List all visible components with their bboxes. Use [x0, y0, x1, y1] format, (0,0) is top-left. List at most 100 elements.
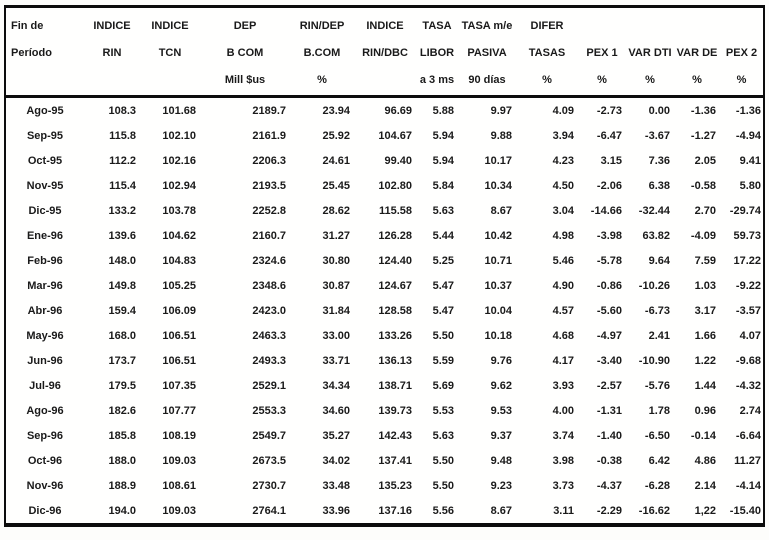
column-header-indice-tcn: INDICE TCN	[140, 13, 200, 95]
value-cell: 5.44	[432, 229, 454, 242]
column-header-line: VAR DTI	[628, 47, 672, 59]
value-cell: 2549.7	[252, 429, 286, 442]
value-cell: 138.71	[378, 379, 412, 392]
table-row: Sep-96 185.8 108.19 2549.7 35.27 142.43 5.63 9.…	[6, 423, 763, 448]
value-cell: 124.67	[378, 279, 412, 292]
value-cell: 3.15	[600, 154, 622, 167]
period-cell: Oct-95	[27, 154, 63, 167]
value-cell: -3.57	[735, 304, 761, 317]
period-cell: Ene-96	[26, 229, 64, 242]
value-cell: -4.32	[735, 379, 761, 392]
value-cell: -4.09	[690, 229, 716, 242]
value-cell: 59.73	[733, 229, 761, 242]
value-cell: 5.63	[432, 204, 454, 217]
value-cell: -32.44	[638, 204, 670, 217]
value-cell: 109.03	[162, 504, 196, 517]
value-cell: 115.4	[109, 179, 136, 192]
column-header-line: INDICE	[93, 20, 131, 32]
value-cell: 33.71	[322, 354, 350, 367]
value-cell: 10.37	[484, 279, 512, 292]
column-header-line: RIN/DEP	[299, 20, 345, 32]
value-cell: 106.09	[162, 304, 196, 317]
table-row: Abr-96 159.4 106.09 2423.0 31.84 128.58 5.47 10…	[6, 298, 763, 323]
value-cell: 4.86	[694, 454, 716, 467]
column-header-var-dti: VAR DTI%	[626, 13, 674, 95]
value-cell: 108.3	[108, 104, 136, 117]
value-cell: 2730.7	[252, 479, 286, 492]
value-cell: 5.56	[432, 504, 454, 517]
value-cell: 9.76	[490, 354, 512, 367]
value-cell: 5.50	[432, 479, 454, 492]
value-cell: 3.04	[552, 204, 574, 217]
value-cell: 3.17	[694, 304, 716, 317]
value-cell: 3.94	[552, 129, 574, 142]
value-cell: -2.73	[596, 104, 622, 117]
value-cell: 133.2	[108, 204, 136, 217]
value-cell: 149.8	[108, 279, 136, 292]
value-cell: 10.34	[484, 179, 512, 192]
value-cell: 188.0	[108, 454, 136, 467]
value-cell: 104.83	[162, 254, 196, 267]
table-row: Dic-96 194.0 109.03 2764.1 33.96 137.16 5.56 8.…	[6, 498, 763, 523]
value-cell: 2189.7	[252, 104, 286, 117]
table-row: Sep-95 115.8 102.10 2161.9 25.92 104.67 5.94 9.…	[6, 123, 763, 148]
data-table-frame: Fin de Período INDICE RIN INDICE TCN DEP B COM M…	[4, 5, 765, 527]
column-header-line: PASIVA	[467, 47, 507, 59]
value-cell: 9.97	[490, 104, 512, 117]
period-cell: Dic-96	[28, 504, 62, 517]
table-row: Feb-96 148.0 104.83 2324.6 30.80 124.40 5.25 10…	[6, 248, 763, 273]
value-cell: -9.22	[735, 279, 761, 292]
value-cell: -4.97	[596, 329, 622, 342]
value-cell: 139.6	[108, 229, 136, 242]
value-cell: 4.98	[552, 229, 574, 242]
value-cell: 5.84	[432, 179, 454, 192]
value-cell: 4.17	[552, 354, 574, 367]
value-cell: 25.92	[322, 129, 350, 142]
value-cell: 108.61	[162, 479, 196, 492]
value-cell: 4.23	[552, 154, 574, 167]
column-header-tasa-libor: TASA LIBOR a 3 ms	[416, 13, 458, 95]
value-cell: -3.40	[596, 354, 622, 367]
column-header-line	[674, 13, 720, 40]
value-cell: -4.94	[735, 129, 761, 142]
column-header-line: RIN/DBC	[362, 47, 408, 59]
table-row: May-96 168.0 106.51 2463.3 33.00 133.26 5.50 10…	[6, 323, 763, 348]
value-cell: 25.45	[322, 179, 350, 192]
table-row: Jul-96 179.5 107.35 2529.1 34.34 138.71 5.69 9.…	[6, 373, 763, 398]
period-cell: Abr-96	[27, 304, 63, 317]
column-header-line: Período	[11, 47, 52, 59]
value-cell: 10.18	[484, 329, 512, 342]
value-cell: 104.62	[162, 229, 196, 242]
column-header-var-de: VAR DE%	[674, 13, 720, 95]
value-cell: 35.27	[322, 429, 350, 442]
value-cell: 5.47	[432, 304, 454, 317]
column-header-line: %	[542, 74, 552, 86]
value-cell: -9.68	[735, 354, 761, 367]
value-cell: 106.51	[162, 354, 196, 367]
column-header-pex-1: PEX 1%	[578, 13, 626, 95]
period-cell: Mar-96	[27, 279, 63, 292]
column-header-indice-rin-dbc: INDICE RIN/DBC	[354, 13, 416, 95]
value-cell: 5.80	[739, 179, 761, 192]
value-cell: 5.88	[432, 104, 454, 117]
value-cell: 2.74	[739, 404, 761, 417]
value-cell: 2553.3	[252, 404, 286, 417]
value-cell: -2.57	[596, 379, 622, 392]
column-header-line: %	[597, 74, 607, 86]
value-cell: 9.88	[490, 129, 512, 142]
column-header-line: RIN	[102, 47, 122, 59]
value-cell: 28.62	[322, 204, 350, 217]
value-cell: 4.50	[552, 179, 574, 192]
value-cell: 2.14	[694, 479, 716, 492]
table-row: Dic-95 133.2 103.78 2252.8 28.62 115.58 5.63 8.…	[6, 198, 763, 223]
column-header-tasa-me-pasiva: TASA m/e PASIVA 90 días	[458, 13, 516, 95]
column-header-line: PEX 2	[725, 47, 758, 59]
value-cell: 112.2	[109, 154, 136, 167]
value-cell: 102.16	[162, 154, 196, 167]
value-cell: 103.78	[162, 204, 196, 217]
column-header-rin-dep-b-com: RIN/DEP B.COM%	[290, 13, 354, 95]
value-cell: -5.60	[596, 304, 622, 317]
column-header-line: INDICE	[366, 20, 404, 32]
value-cell: 34.34	[322, 379, 350, 392]
